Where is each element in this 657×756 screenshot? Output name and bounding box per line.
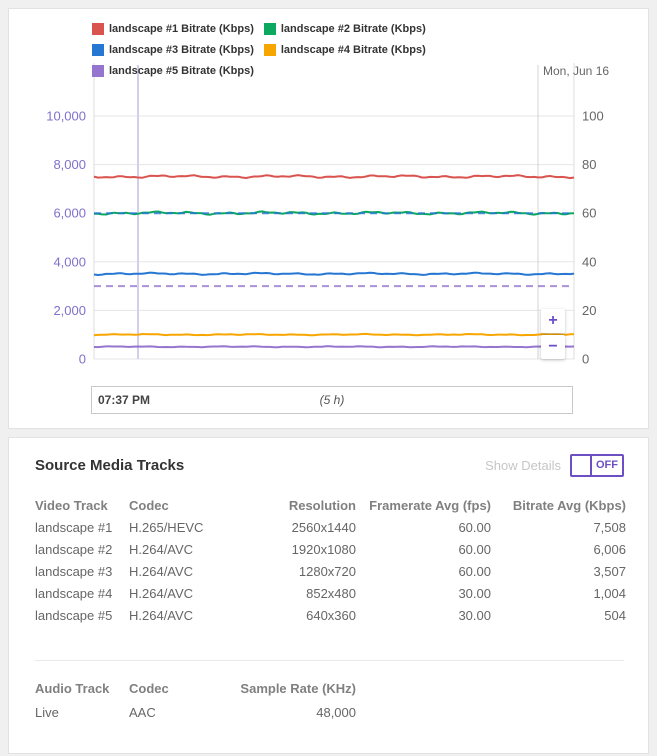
svg-text:8,000: 8,000 [53, 157, 86, 172]
cell-bitrate: 3,507 [593, 563, 626, 579]
cell-audio-track: Live [35, 704, 59, 720]
col-bitrate-avg: Bitrate Avg (Kbps) [512, 497, 626, 513]
legend-swatch-blue [92, 44, 104, 56]
legend-label: landscape #3 Bitrate (Kbps) [109, 44, 254, 56]
cell-framerate: 60.00 [458, 563, 491, 579]
legend-label: landscape #5 Bitrate (Kbps) [109, 65, 254, 77]
cell-resolution: 1280x720 [298, 563, 356, 579]
video-table-header-row: Video Track Codec Resolution Framerate A… [35, 494, 626, 516]
show-details-toggle[interactable]: OFF [570, 453, 624, 477]
svg-text:4,000: 4,000 [53, 254, 86, 269]
cell-framerate: 30.00 [458, 607, 491, 623]
table-row: landscape #5 H.264/AVC 640x360 30.00 504 [35, 604, 626, 626]
svg-text:80: 80 [582, 157, 596, 172]
show-details-label: Show Details [485, 457, 561, 473]
svg-text:60: 60 [582, 206, 596, 221]
legend-swatch-green [263, 23, 276, 35]
table-row: landscape #1 H.265/HEVC 2560x1440 60.00 … [35, 516, 626, 538]
cell-codec: H.264/AVC [129, 607, 194, 623]
cell-codec: H.265/HEVC [129, 519, 204, 535]
chart-legend: landscape #1 Bitrate (Kbps) landscape #2… [92, 23, 592, 86]
time-range-navigator[interactable]: (5 h) 07:37 PM [91, 386, 573, 414]
col-framerate-avg: Framerate Avg (fps) [369, 497, 491, 513]
legend-item-landscape-1[interactable]: landscape #1 Bitrate (Kbps) [92, 23, 254, 35]
video-tracks-table: Video Track Codec Resolution Framerate A… [35, 494, 626, 626]
bitrate-timeseries-plot[interactable]: 0 0 2,000 20 4,000 40 6,000 60 8,000 80 10,000 100 M… [9, 9, 650, 430]
legend-item-landscape-4[interactable]: landscape #4 Bitrate (Kbps) [263, 44, 426, 56]
zoom-in-button[interactable]: + [541, 309, 565, 333]
table-row: landscape #4 H.264/AVC 852x480 30.00 1,0… [35, 582, 626, 604]
col-resolution: Resolution [288, 497, 356, 513]
section-divider [35, 660, 624, 661]
bitrate-chart-card: landscape #1 Bitrate (Kbps) landscape #2… [8, 8, 649, 429]
legend-item-landscape-5[interactable]: landscape #5 Bitrate (Kbps) [92, 65, 254, 77]
navigator-range-label: (5 h) [319, 393, 345, 407]
cell-resolution: 1920x1080 [291, 541, 356, 557]
cell-codec: AAC [129, 704, 156, 720]
card-title: Source Media Tracks [35, 456, 185, 474]
col-video-track: Video Track [35, 497, 108, 513]
navigator-start-time: 07:37 PM [98, 393, 151, 407]
legend-swatch-orange [263, 44, 276, 56]
cell-bitrate: 1,004 [593, 585, 626, 601]
svg-text:2,000: 2,000 [53, 303, 86, 318]
legend-label: landscape #2 Bitrate (Kbps) [280, 23, 426, 35]
col-codec: Codec [129, 497, 169, 513]
cell-video-track: landscape #1 [35, 519, 113, 535]
svg-text:Mon, Jun 16: Mon, Jun 16 [543, 64, 609, 78]
cell-codec: H.264/AVC [129, 563, 194, 579]
svg-text:20: 20 [582, 303, 596, 318]
cell-codec: H.264/AVC [129, 541, 194, 557]
cell-framerate: 60.00 [458, 519, 491, 535]
source-media-tracks-card: Source Media Tracks Show Details OFF Vid… [8, 437, 649, 754]
cell-video-track: landscape #4 [35, 585, 113, 601]
cell-codec: H.264/AVC [129, 585, 194, 601]
cell-video-track: landscape #3 [35, 563, 113, 579]
audio-tracks-table: Audio Track Codec Sample Rate (KHz) Live… [35, 677, 356, 725]
cell-bitrate: 6,006 [593, 541, 626, 557]
table-row: Live AAC 48,000 [35, 699, 356, 725]
svg-text:0: 0 [79, 352, 86, 367]
svg-text:100: 100 [582, 109, 604, 124]
legend-item-landscape-3[interactable]: landscape #3 Bitrate (Kbps) [92, 44, 254, 56]
col-audio-track: Audio Track [35, 680, 110, 696]
svg-text:10,000: 10,000 [46, 109, 86, 124]
chart-zoom-controls: + − [541, 309, 565, 361]
cell-resolution: 640x360 [306, 607, 356, 623]
toggle-knob [572, 455, 592, 475]
cell-bitrate: 7,508 [593, 519, 626, 535]
cell-framerate: 60.00 [458, 541, 491, 557]
toggle-state-label: OFF [596, 459, 618, 471]
table-row: landscape #2 H.264/AVC 1920x1080 60.00 6… [35, 538, 626, 560]
legend-swatch-purple [92, 65, 104, 77]
legend-label: landscape #1 Bitrate (Kbps) [109, 23, 254, 35]
svg-text:40: 40 [582, 254, 596, 269]
show-details-control: Show Details OFF [485, 453, 624, 477]
legend-label: landscape #4 Bitrate (Kbps) [280, 44, 426, 56]
audio-table-header-row: Audio Track Codec Sample Rate (KHz) [35, 677, 356, 699]
cell-resolution: 852x480 [306, 585, 356, 601]
svg-text:0: 0 [582, 352, 589, 367]
svg-text:6,000: 6,000 [53, 206, 86, 221]
table-row: landscape #3 H.264/AVC 1280x720 60.00 3,… [35, 560, 626, 582]
legend-swatch-red [92, 23, 104, 35]
col-sample-rate: Sample Rate (KHz) [240, 680, 356, 696]
cell-video-track: landscape #5 [35, 607, 113, 623]
cell-bitrate: 504 [604, 607, 626, 623]
legend-item-landscape-2[interactable]: landscape #2 Bitrate (Kbps) [263, 23, 426, 35]
media-card-header: Source Media Tracks Show Details OFF [35, 452, 624, 478]
cell-framerate: 30.00 [458, 585, 491, 601]
zoom-out-button[interactable]: − [541, 335, 565, 359]
cell-resolution: 2560x1440 [291, 519, 356, 535]
cell-sample-rate: 48,000 [316, 704, 356, 720]
col-codec: Codec [129, 680, 169, 696]
cell-video-track: landscape #2 [35, 541, 113, 557]
